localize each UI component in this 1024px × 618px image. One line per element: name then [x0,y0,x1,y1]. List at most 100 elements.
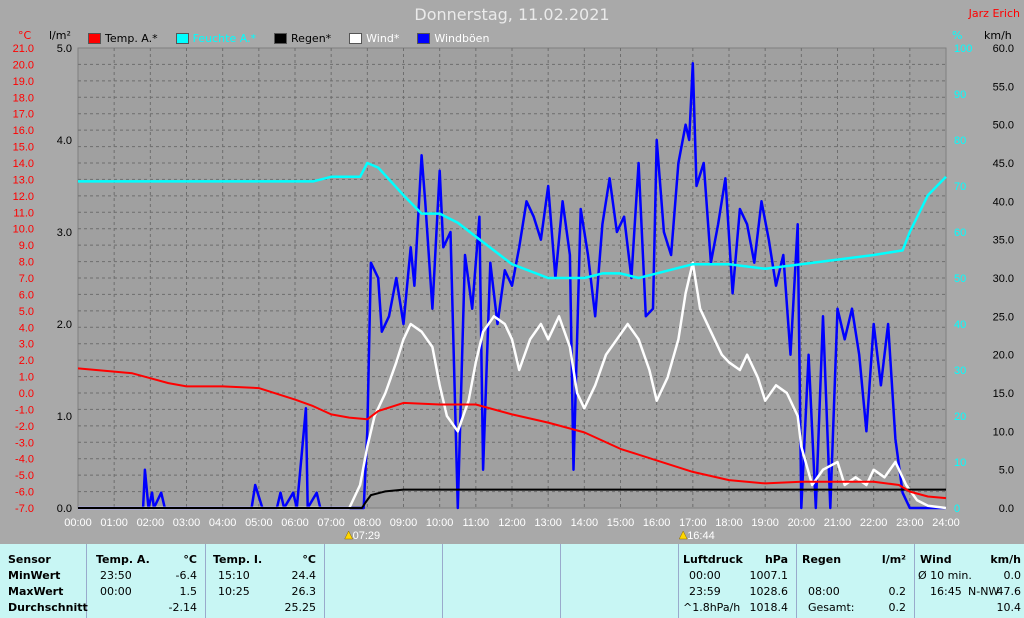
tick-label-temp: 21.0 [13,43,34,55]
tick-label-humidity: 10 [954,457,966,469]
tick-label-time: 08:00 [354,517,382,529]
tick-label-temp: 11.0 [13,207,34,219]
unit-wind: km/h [984,29,1012,42]
tick-label-time: 03:00 [173,517,201,529]
legend-item-gusts: Windböen [417,31,489,45]
unit-hum: % [952,29,963,42]
tick-label-temp: 12.0 [13,191,34,203]
stats-avg-label: Durchschnitt [8,601,88,614]
tick-label-time: 24:00 [932,517,960,529]
tick-label-wind: 50.0 [993,120,1014,132]
tick-label-time: 18:00 [715,517,743,529]
unit-rain: l/m² [49,29,71,42]
legend-swatch [274,32,288,44]
stats-unit: hPa [764,553,788,566]
tick-label-temp: -5.0 [15,470,34,482]
tick-label-temp: 15.0 [13,142,34,154]
tick-label-time: 01:00 [100,517,128,529]
stats-unit: °C [302,553,316,566]
axis-wind: 60.0 55.0 50.0 45.0 40.0 35.0 30.0 25.0 20.0 15.0… [993,43,1014,515]
tick-label-time: 05:00 [245,517,273,529]
tick-label-rain: 4.0 [57,135,72,147]
tick-label-wind: 5.0 [999,465,1014,477]
sun-markers: 07:29 16:44 [344,530,715,542]
tick-label-humidity: 0 [954,503,960,515]
tick-label-temp: 16.0 [13,125,34,137]
tick-label-time: 02:00 [137,517,165,529]
series-line-temp-0 [77,367,947,500]
stats-avg-value: 1018.4 [749,601,789,614]
stats-unit: l/m² [881,553,906,566]
legend-item-temp: Temp. A.* [88,31,158,45]
sunrise-icon [344,530,354,540]
tick-label-time: 04:00 [209,517,237,529]
stats-min-value: 0.0 [1003,569,1022,582]
tick-label-time: 00:00 [64,517,92,529]
legend-label: Regen* [291,31,332,45]
tick-label-humidity: 60 [954,227,966,239]
legend: Temp. A.* Feuchte A.* Regen* Wind* Windb… [88,31,507,45]
series-group [77,62,947,510]
stats-min-time: 23:50 [100,569,132,582]
stats-max-time: 23:59 [689,585,721,598]
tick-label-time: 20:00 [788,517,816,529]
stats-unit: °C [183,553,197,566]
legend-swatch [349,32,363,44]
stats-avg-value: -2.14 [168,601,197,614]
tick-label-time: 06:00 [281,517,309,529]
stats-max-time: 10:25 [218,585,250,598]
tick-label-time: 11:00 [462,517,489,529]
tick-label-temp: 19.0 [13,76,34,88]
tick-label-time: 10:00 [426,517,454,529]
tick-label-temp: -3.0 [15,437,34,449]
stats-max-label: MaxWert [8,585,64,598]
unit-temp: °C [18,29,32,42]
tick-label-temp: 14.0 [13,158,34,170]
stats-table: Sensor MinWert MaxWert Durchschnitt Temp… [0,544,1024,618]
stats-max-time: 08:00 [808,585,840,598]
tick-label-temp: 17.0 [13,109,34,121]
sunset-label: 16:44 [687,530,715,542]
stats-max-value: 1.5 [179,585,198,598]
tick-label-wind: 20.0 [993,350,1014,362]
tick-label-time: 13:00 [534,517,562,529]
stats-trend: ^1.8hPa/h [683,601,741,614]
series-line-wind-3 [78,261,947,510]
tick-label-temp: -1.0 [15,404,34,416]
tick-label-time: 12:00 [498,517,526,529]
tick-label-time: 19:00 [751,517,779,529]
tick-label-wind: 55.0 [993,81,1014,93]
legend-swatch [88,32,101,44]
legend-swatch [417,32,431,44]
tick-label-time: 09:00 [390,517,418,529]
stats-max-value: 26.3 [291,585,317,598]
axis-temp: 21.0 20.0 19.0 18.0 17.0 16.0 15.0 14.0 13.0 12.0… [13,43,34,515]
author-label: Jarz Erich [968,7,1020,20]
tick-label-time: 17:00 [679,517,707,529]
tick-label-time: 22:00 [860,517,888,529]
stats-min-value: 24.4 [291,569,317,582]
stats-temp-i: Temp. I. °C 15:10 24.4 10:25 26.3 25.25 [206,544,325,618]
stats-header: Luftdruck [683,553,743,566]
stats-header: Temp. I. [213,553,263,566]
stats-max-value: 47.6 [996,585,1022,598]
tick-label-humidity: 90 [954,89,966,101]
tick-label-humidity: 30 [954,365,966,377]
series-line-hum-1 [78,161,947,280]
stats-total-label: Gesamt: [808,601,855,614]
stats-temp-a: Temp. A. °C 23:50 -6.4 00:00 1.5 -2.14 [87,544,206,618]
tick-label-wind: 10.0 [993,426,1014,438]
legend-label: Feuchte A.* [192,31,257,45]
tick-label-temp: -4.0 [15,454,34,466]
stats-empty [443,544,561,618]
stats-max-time: 16:45 [930,585,962,598]
stats-min-label: MinWert [8,569,61,582]
stats-header: Wind [920,553,952,566]
stats-max-dir: N-NW [968,585,1000,598]
stats-min-time: Ø 10 min. [918,569,972,582]
tick-label-temp: -2.0 [15,421,34,433]
stats-unit: km/h [990,553,1021,566]
legend-label: Temp. A.* [105,31,158,45]
axis-rain: 5.0 4.0 3.0 2.0 1.0 0.0 [57,43,72,515]
tick-label-wind: 0.0 [999,503,1014,515]
